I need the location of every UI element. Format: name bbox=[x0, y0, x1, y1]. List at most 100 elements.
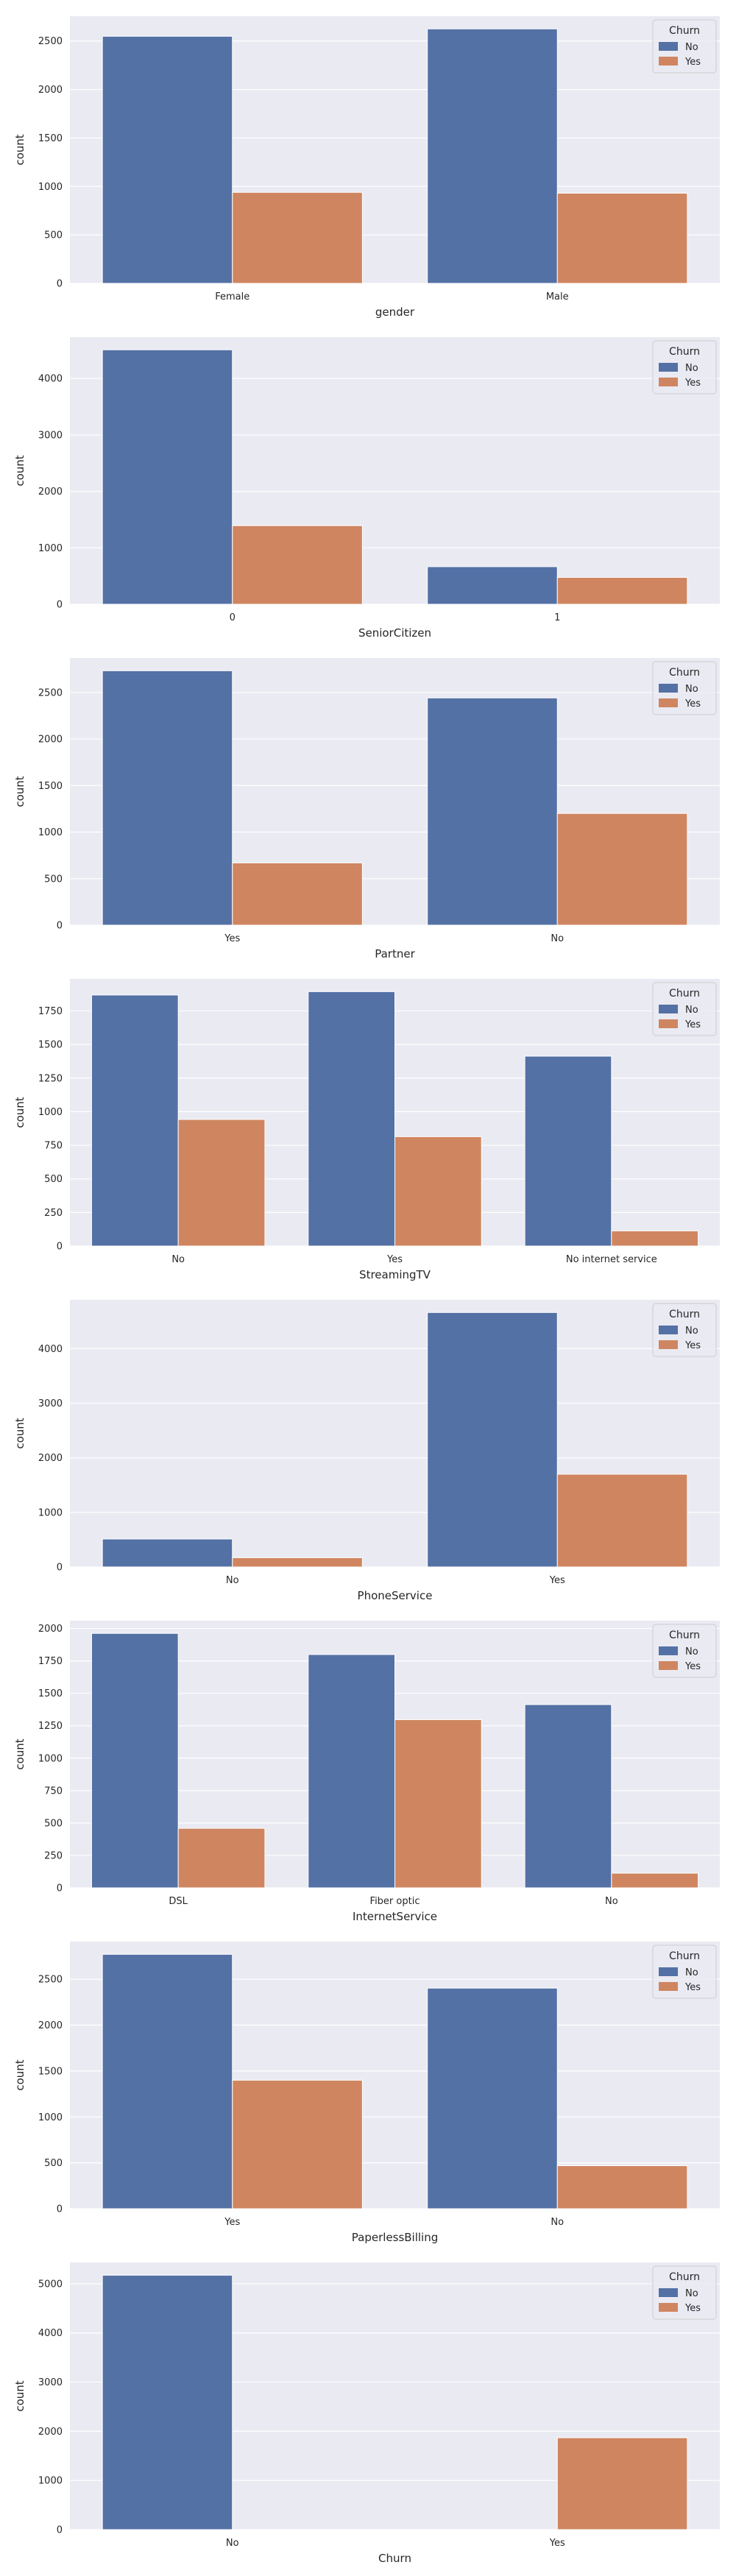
legend: Churn No Yes bbox=[652, 1303, 717, 1357]
y-tick-label: 750 bbox=[44, 1141, 63, 1152]
y-axis-label: count bbox=[13, 776, 26, 807]
x-axis-label: gender bbox=[375, 305, 415, 319]
legend-swatch-yes bbox=[659, 1661, 678, 1670]
y-tick-label: 0 bbox=[57, 1563, 63, 1574]
bar-no-0 bbox=[102, 670, 233, 926]
y-tick-label: 500 bbox=[44, 2158, 63, 2169]
x-tick-label: Yes bbox=[224, 933, 240, 944]
x-tick-label: No bbox=[226, 2538, 239, 2549]
chart-7: 0 1000 2000 3000 4000 5000 No Yes Churn count Chur… bbox=[13, 2262, 720, 2565]
legend-label-no: No bbox=[685, 1967, 698, 1978]
y-tick-label: 1000 bbox=[38, 827, 63, 838]
bar-yes-0 bbox=[177, 1827, 266, 1889]
bar-no-0 bbox=[102, 349, 233, 605]
legend: Churn No Yes bbox=[652, 982, 717, 1036]
y-tick-label: 500 bbox=[44, 1174, 63, 1185]
legend: Churn No Yes bbox=[652, 340, 717, 394]
legend-title: Churn bbox=[669, 1950, 700, 1962]
legend-title: Churn bbox=[669, 1630, 700, 1641]
bar-yes-1 bbox=[394, 1719, 482, 1889]
y-tick-label: 0 bbox=[57, 2525, 63, 2536]
bar-yes-1 bbox=[556, 2165, 688, 2209]
legend-swatch-no bbox=[659, 2288, 678, 2297]
y-tick-label: 2000 bbox=[38, 486, 63, 498]
bar-yes-1 bbox=[394, 1136, 482, 1247]
bar-yes-0 bbox=[232, 1557, 363, 1568]
legend-swatch-yes bbox=[659, 378, 678, 386]
y-tick-label: 500 bbox=[44, 874, 63, 885]
legend-label-no: No bbox=[685, 42, 698, 53]
y-axis-label: count bbox=[13, 2059, 26, 2090]
bar-yes-1 bbox=[556, 193, 688, 284]
bar-yes-0 bbox=[232, 525, 363, 605]
y-tick-label: 1500 bbox=[38, 1688, 63, 1699]
y-tick-label: 1000 bbox=[38, 2476, 63, 2487]
bar-no-0 bbox=[102, 1953, 233, 2209]
legend-title: Churn bbox=[669, 1309, 700, 1320]
x-tick-label: Male bbox=[546, 291, 569, 302]
bar-yes-1 bbox=[556, 576, 688, 605]
x-tick-label: Fiber optic bbox=[370, 1896, 420, 1907]
legend-label-no: No bbox=[685, 1005, 698, 1016]
bar-yes-1 bbox=[556, 1473, 688, 1568]
x-axis-label: PhoneService bbox=[358, 1589, 433, 1602]
legend-swatch-no bbox=[659, 42, 678, 51]
y-tick-label: 3000 bbox=[38, 2377, 63, 2388]
y-tick-label: 0 bbox=[57, 600, 63, 611]
bar-no-2 bbox=[524, 1055, 612, 1247]
x-axis-label: InternetService bbox=[353, 1910, 437, 1923]
y-tick-label: 1250 bbox=[38, 1073, 63, 1084]
chart-3: 0 250 500 750 1000 1250 1500 1750 No Yes No intern… bbox=[13, 979, 720, 1281]
y-tick-label: 4000 bbox=[38, 374, 63, 385]
y-tick-label: 2000 bbox=[38, 85, 63, 96]
bar-no-0 bbox=[91, 1632, 179, 1889]
y-tick-label: 0 bbox=[57, 2204, 63, 2215]
bar-yes-0 bbox=[232, 862, 363, 926]
legend-title: Churn bbox=[669, 667, 700, 679]
y-axis-label: count bbox=[13, 2380, 26, 2411]
legend-title: Churn bbox=[669, 2271, 700, 2283]
bar-yes-1 bbox=[556, 2437, 688, 2530]
bar-yes-0 bbox=[232, 2079, 363, 2209]
y-tick-label: 0 bbox=[57, 279, 63, 290]
y-axis-label: count bbox=[13, 1738, 26, 1769]
y-axis-label: count bbox=[13, 1097, 26, 1128]
y-tick-label: 1500 bbox=[38, 133, 63, 144]
legend-swatch-yes bbox=[659, 57, 678, 66]
legend-label-yes: Yes bbox=[684, 1019, 701, 1030]
legend-label-yes: Yes bbox=[684, 2303, 701, 2314]
y-tick-label: 2000 bbox=[38, 2427, 63, 2438]
legend-label-yes: Yes bbox=[684, 1982, 701, 1993]
legend-swatch-no bbox=[659, 1005, 678, 1013]
chart-0: 0 500 1000 1500 2000 2500 Female Male gender coun… bbox=[13, 16, 720, 319]
y-tick-label: 2500 bbox=[38, 1975, 63, 1986]
x-tick-label: Female bbox=[215, 291, 250, 302]
bar-no-1 bbox=[427, 697, 558, 926]
legend-title: Churn bbox=[669, 346, 700, 358]
legend-swatch-no bbox=[659, 1646, 678, 1655]
bar-yes-2 bbox=[611, 1230, 699, 1247]
legend-label-no: No bbox=[685, 684, 698, 695]
y-tick-label: 3000 bbox=[38, 1398, 63, 1409]
y-tick-label: 250 bbox=[44, 1208, 63, 1219]
legend-label-no: No bbox=[685, 1646, 698, 1657]
legend: Churn No Yes bbox=[652, 1945, 717, 1999]
y-tick-label: 1750 bbox=[38, 1006, 63, 1017]
bar-yes-1 bbox=[556, 813, 688, 926]
y-tick-label: 500 bbox=[44, 1818, 63, 1829]
bar-yes-2 bbox=[611, 1872, 699, 1889]
legend-label-yes: Yes bbox=[684, 1661, 701, 1672]
x-axis-label: SeniorCitizen bbox=[358, 626, 431, 640]
chart-1: 0 1000 2000 3000 4000 0 1 SeniorCitizen count Chu… bbox=[13, 337, 720, 640]
y-axis-label: count bbox=[13, 455, 26, 486]
bar-no-0 bbox=[102, 1538, 233, 1568]
legend-swatch-yes bbox=[659, 1982, 678, 1991]
y-tick-label: 0 bbox=[57, 1883, 63, 1894]
x-tick-label: No bbox=[551, 2217, 564, 2228]
y-tick-label: 1000 bbox=[38, 2112, 63, 2123]
bar-yes-0 bbox=[177, 1119, 266, 1247]
y-tick-label: 2000 bbox=[38, 1624, 63, 1635]
legend-label-yes: Yes bbox=[684, 378, 701, 389]
y-tick-label: 500 bbox=[44, 230, 63, 241]
